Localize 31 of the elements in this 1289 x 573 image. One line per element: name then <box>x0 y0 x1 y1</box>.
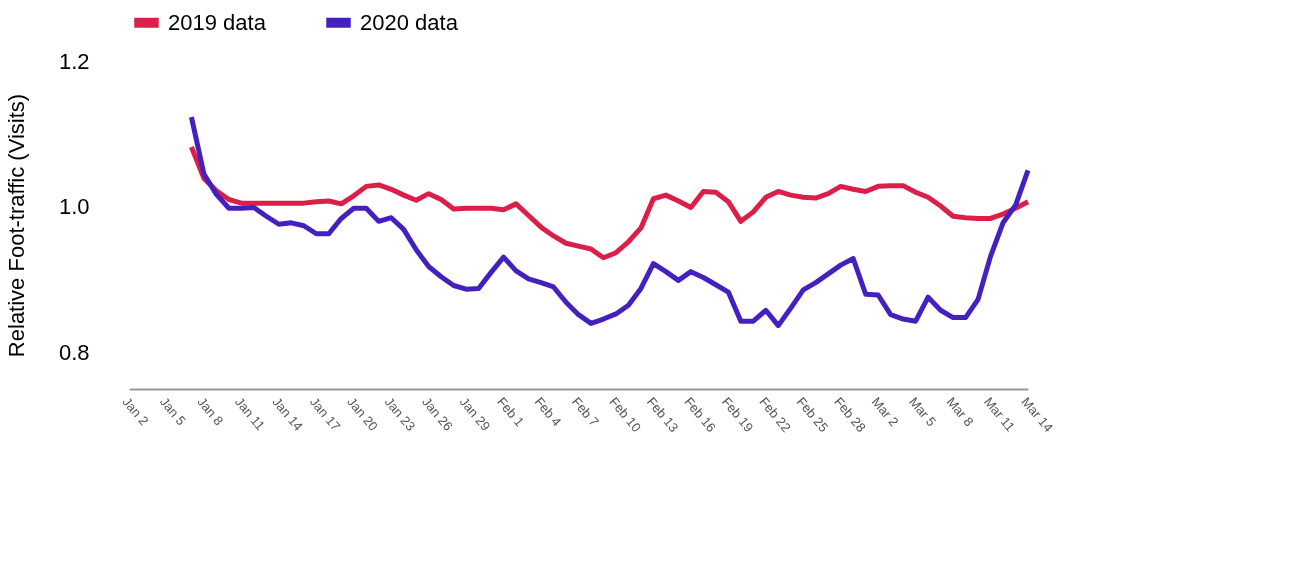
x-tick-label: Feb 13 <box>643 394 682 435</box>
x-tick-label: Jan 14 <box>269 394 306 434</box>
x-tick-label: Feb 19 <box>718 394 757 435</box>
x-tick-label: Feb 10 <box>606 394 645 435</box>
legend-label: 2019 data <box>168 9 267 35</box>
x-tick-label: Jan 20 <box>344 394 381 434</box>
x-tick-label: Feb 4 <box>531 394 565 430</box>
x-tick-label: Feb 25 <box>793 394 832 435</box>
y-axis-title: Relative Foot-traffic (Visits) <box>3 93 29 358</box>
x-tick-label: Jan 5 <box>157 394 189 429</box>
y-tick-label: 1.2 <box>58 48 90 74</box>
y-tick-label: 1.0 <box>58 194 90 220</box>
y-tick-label: 0.8 <box>58 340 90 366</box>
x-tick-label: Mar 8 <box>943 394 977 430</box>
x-tick-label: Jan 23 <box>381 394 419 434</box>
x-tick-label: Feb 22 <box>756 394 794 435</box>
x-tick-label: Jan 26 <box>419 394 456 434</box>
x-tick-label: Jan 17 <box>306 394 344 434</box>
x-tick-label: Jan 29 <box>456 394 494 434</box>
x-tick-label: Mar 5 <box>906 394 940 430</box>
x-tick-label: Mar 14 <box>1018 394 1057 435</box>
legend-label: 2020 data <box>360 9 459 35</box>
x-tick-label: Jan 2 <box>119 394 152 429</box>
x-tick-label: Feb 1 <box>494 394 527 430</box>
x-tick-label: Mar 2 <box>868 394 902 430</box>
x-tick-label: Feb 7 <box>569 394 602 430</box>
x-tick-label: Feb 16 <box>681 394 719 435</box>
x-tick-label: Mar 11 <box>981 394 1018 435</box>
x-tick-label: Feb 28 <box>831 394 869 435</box>
x-tick-label: Jan 8 <box>194 394 227 429</box>
x-tick-label: Jan 11 <box>231 394 268 434</box>
